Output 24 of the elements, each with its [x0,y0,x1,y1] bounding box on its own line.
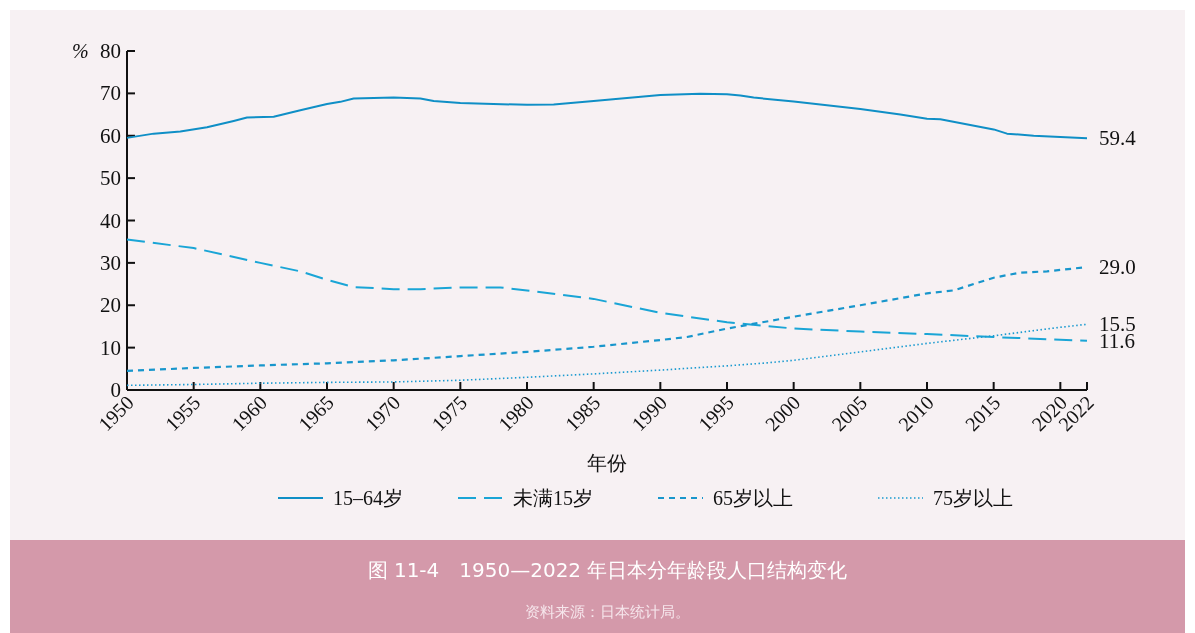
x-tick-label: 1990 [627,391,672,436]
y-tick-label: 60 [100,123,121,148]
y-tick-label: 20 [100,293,121,318]
y-tick-label: 40 [100,208,121,233]
text: 资料来源：日本统计局。 [525,603,690,621]
y-tick-label: 30 [100,250,121,275]
x-axis-title: 年份 [587,452,627,474]
x-tick-label: 1960 [227,391,272,436]
y-axis-title: % [72,40,89,62]
text: 图 11-4 1950—2022 年日本分年龄段人口结构变化 [367,558,848,582]
x-tick-label: 1970 [360,391,405,436]
x-tick-label: 1980 [493,391,538,436]
legend-label: 未满15岁 [513,487,593,509]
data-label: 29.0 [1099,255,1136,280]
legend-label: 75岁以上 [933,487,1013,509]
legend-label: 15–64岁 [333,487,403,509]
data-label: 59.4 [1099,126,1137,151]
y-tick-label: 0 [110,378,121,402]
line-series [126,92,1088,140]
y-tick-label: 80 [100,39,121,63]
y-tick-label: 10 [100,335,121,360]
y-tick-label: 50 [100,166,121,191]
y-tick-label: 70 [100,81,121,106]
legend-label: 65岁以上 [713,487,793,509]
